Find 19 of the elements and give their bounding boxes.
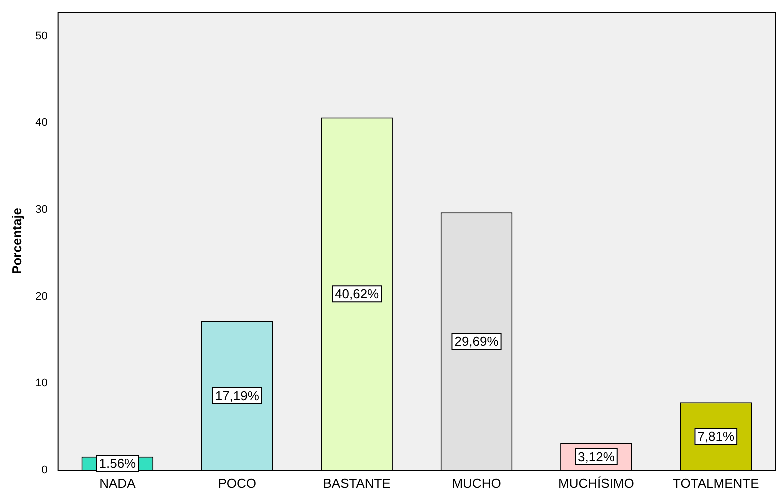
x-tick-label: MUCHO <box>452 476 502 491</box>
x-tick-label: NADA <box>100 476 136 491</box>
x-tick-label: TOTALMENTE <box>673 476 760 491</box>
y-axis-title: Porcentaje <box>9 208 24 274</box>
data-label: 1.56% <box>99 456 137 472</box>
x-tick-label: MUCHÍSIMO <box>558 476 634 491</box>
x-tick-label: POCO <box>218 476 257 491</box>
data-label: 17,19% <box>215 388 260 404</box>
y-tick-label: 10 <box>36 378 48 390</box>
data-label: 40,62% <box>335 286 380 302</box>
y-tick-label: 20 <box>36 290 48 303</box>
y-tick-label: 50 <box>36 30 48 42</box>
x-tick-label: BASTANTE <box>323 476 392 491</box>
data-label: 3,12% <box>578 449 616 464</box>
y-tick-label: 40 <box>36 117 48 130</box>
data-label: 29,69% <box>454 334 500 350</box>
y-tick-label: 0 <box>42 464 48 476</box>
y-tick-label: 30 <box>36 204 48 216</box>
data-label: 7,81% <box>698 429 736 444</box>
